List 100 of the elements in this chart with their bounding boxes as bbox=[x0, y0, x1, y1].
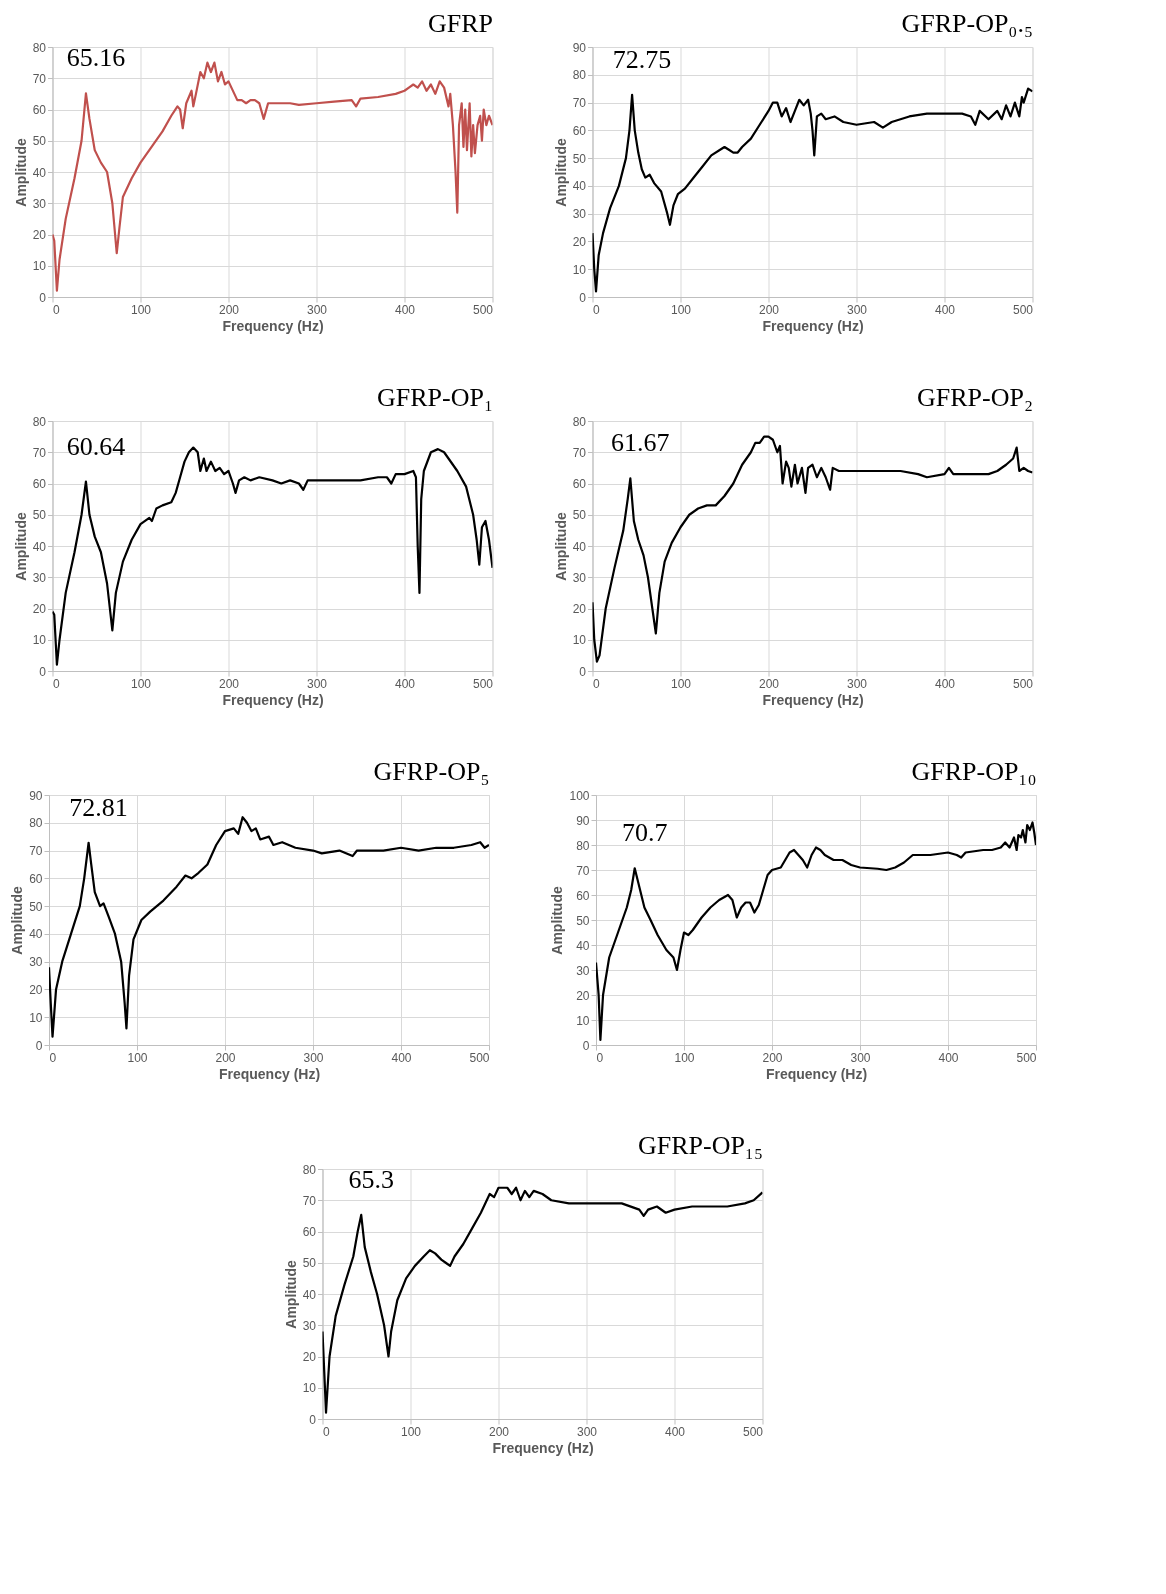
y-tick-label: 50 bbox=[572, 151, 587, 166]
x-tick-label: 500 bbox=[469, 1050, 490, 1065]
y-axis-title: Amplitude bbox=[552, 512, 569, 581]
y-tick-label: 0 bbox=[39, 290, 47, 305]
y-tick-label: 10 bbox=[572, 633, 587, 648]
y-tick-label: 70 bbox=[302, 1193, 317, 1208]
y-tick-label: 80 bbox=[576, 838, 590, 853]
y-tick-label: 80 bbox=[572, 414, 587, 429]
y-axis-title: Amplitude bbox=[9, 886, 26, 955]
x-tick-label: 200 bbox=[758, 302, 780, 317]
x-tick-label: 400 bbox=[394, 676, 416, 691]
annotation: 60.64 bbox=[66, 431, 126, 461]
x-tick-label: 100 bbox=[400, 1424, 422, 1439]
y-tick-label: 50 bbox=[302, 1256, 317, 1271]
y-tick-label: 20 bbox=[572, 234, 587, 249]
x-tick-label: 300 bbox=[846, 302, 868, 317]
y-axis-title: Amplitude bbox=[552, 138, 569, 207]
y-tick-label: 70 bbox=[572, 445, 587, 460]
x-tick-label: 500 bbox=[1016, 1050, 1037, 1065]
y-tick-label: 60 bbox=[572, 477, 587, 491]
x-tick-label: 300 bbox=[306, 676, 328, 691]
y-tick-label: 40 bbox=[32, 165, 47, 180]
line-series bbox=[592, 87, 1033, 293]
x-tick-label: 100 bbox=[130, 302, 152, 317]
x-tick-label: 0 bbox=[593, 302, 600, 317]
chart-title: GFRP bbox=[427, 9, 493, 38]
x-tick-label: 400 bbox=[938, 1050, 959, 1065]
y-tick-label: 30 bbox=[32, 196, 47, 211]
line-series bbox=[592, 435, 1033, 663]
x-tick-label: 300 bbox=[576, 1424, 598, 1439]
y-tick-label: 10 bbox=[32, 633, 47, 648]
y-tick-label: 10 bbox=[302, 1381, 317, 1396]
y-tick-label: 60 bbox=[572, 123, 587, 138]
y-tick-label: 20 bbox=[302, 1350, 317, 1364]
chart-title: GFRP-OP₂ bbox=[917, 383, 1033, 412]
x-tick-label: 400 bbox=[391, 1050, 412, 1065]
y-axis-title: Amplitude bbox=[12, 512, 29, 581]
y-tick-label: 70 bbox=[32, 445, 47, 460]
y-tick-label: 10 bbox=[32, 259, 47, 274]
y-tick-label: 90 bbox=[29, 788, 43, 803]
y-tick-label: 100 bbox=[569, 788, 590, 803]
annotation: 72.81 bbox=[69, 792, 128, 822]
y-tick-label: 80 bbox=[32, 40, 47, 55]
annotation: 70.7 bbox=[621, 818, 668, 848]
y-tick-label: 60 bbox=[32, 477, 47, 491]
y-tick-label: 80 bbox=[572, 68, 587, 83]
y-tick-label: 0 bbox=[309, 1412, 317, 1427]
x-axis-title: Frequency (Hz) bbox=[765, 1065, 868, 1082]
chart-title: GFRP-OP₁₅ bbox=[637, 1131, 763, 1160]
y-tick-label: 20 bbox=[572, 602, 587, 616]
x-tick-label: 500 bbox=[472, 676, 494, 691]
x-tick-label: 0 bbox=[49, 1050, 57, 1065]
x-tick-label: 100 bbox=[130, 676, 152, 691]
y-tick-label: 70 bbox=[29, 844, 43, 859]
y-tick-label: 30 bbox=[576, 963, 590, 978]
x-tick-label: 300 bbox=[850, 1050, 871, 1065]
y-tick-label: 30 bbox=[572, 207, 587, 222]
x-axis-title: Frequency (Hz) bbox=[492, 1439, 594, 1456]
y-tick-label: 50 bbox=[576, 913, 590, 928]
x-tick-label: 0 bbox=[53, 302, 60, 317]
y-axis-title: Amplitude bbox=[549, 886, 566, 955]
annotation: 61.67 bbox=[611, 428, 670, 458]
x-tick-label: 300 bbox=[846, 676, 868, 691]
y-tick-label: 20 bbox=[29, 982, 43, 997]
x-tick-label: 200 bbox=[218, 676, 240, 691]
y-tick-label: 50 bbox=[29, 899, 43, 914]
x-tick-label: 400 bbox=[934, 302, 956, 317]
x-tick-label: 200 bbox=[758, 676, 780, 691]
line-series bbox=[322, 1186, 763, 1414]
y-tick-label: 0 bbox=[579, 290, 587, 305]
x-tick-label: 0 bbox=[593, 676, 600, 691]
x-tick-label: 200 bbox=[215, 1050, 236, 1065]
y-tick-label: 80 bbox=[32, 414, 47, 429]
y-tick-label: 10 bbox=[572, 262, 587, 277]
x-tick-label: 0 bbox=[53, 676, 60, 691]
y-tick-label: 0 bbox=[582, 1038, 590, 1053]
annotation: 65.3 bbox=[348, 1164, 394, 1194]
y-tick-label: 60 bbox=[32, 103, 47, 117]
y-tick-label: 40 bbox=[576, 938, 590, 953]
x-tick-label: 500 bbox=[1012, 676, 1034, 691]
x-tick-label: 100 bbox=[670, 302, 692, 317]
y-tick-label: 0 bbox=[39, 664, 47, 679]
y-tick-label: 20 bbox=[576, 988, 590, 1003]
x-axis-title: Frequency (Hz) bbox=[222, 317, 324, 334]
y-tick-label: 40 bbox=[302, 1287, 317, 1302]
y-tick-label: 60 bbox=[302, 1225, 317, 1239]
x-tick-label: 300 bbox=[306, 302, 328, 317]
x-tick-label: 100 bbox=[674, 1050, 695, 1065]
x-tick-label: 200 bbox=[762, 1050, 783, 1065]
y-tick-label: 90 bbox=[576, 813, 590, 828]
x-tick-label: 100 bbox=[127, 1050, 148, 1065]
x-axis-title: Frequency (Hz) bbox=[762, 691, 864, 708]
y-tick-label: 30 bbox=[302, 1318, 317, 1333]
x-tick-label: 200 bbox=[218, 302, 240, 317]
x-tick-label: 400 bbox=[394, 302, 416, 317]
y-tick-label: 0 bbox=[35, 1038, 43, 1053]
y-tick-label: 40 bbox=[572, 179, 587, 194]
y-tick-label: 40 bbox=[32, 539, 47, 554]
y-tick-label: 50 bbox=[572, 508, 587, 523]
x-tick-label: 500 bbox=[1012, 302, 1034, 317]
